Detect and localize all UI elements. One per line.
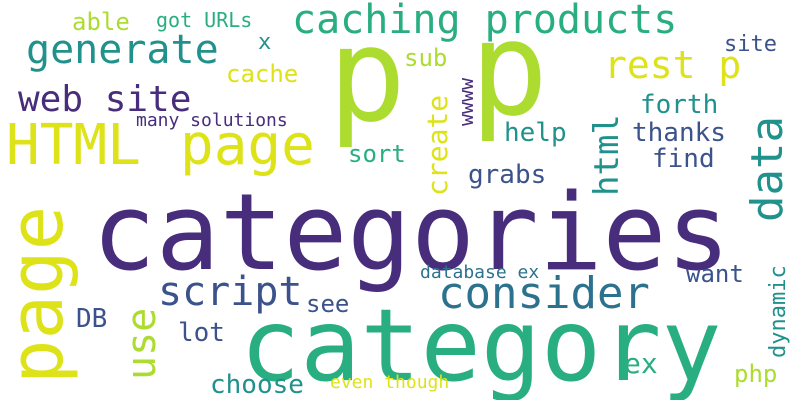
word-cache: cache bbox=[226, 60, 299, 88]
word-find: find bbox=[652, 144, 715, 174]
word-able: able bbox=[72, 8, 130, 36]
word-create-vertical: create bbox=[421, 94, 454, 196]
word-ex: ex bbox=[624, 347, 658, 380]
word-use-vertical: use bbox=[119, 307, 165, 380]
word-want: want bbox=[686, 260, 744, 288]
word-got-urls: got URLs bbox=[156, 8, 253, 32]
word-html-vertical: html bbox=[587, 114, 627, 196]
word-lot: lot bbox=[178, 318, 225, 348]
word-many-solutions: many solutions bbox=[136, 110, 288, 131]
word-help: help bbox=[504, 118, 567, 148]
word-sub: sub bbox=[404, 44, 448, 72]
word-dynamic-vertical: dynamic bbox=[766, 265, 791, 358]
word-page: page bbox=[180, 113, 315, 178]
word-p-large-1: p bbox=[328, 0, 407, 151]
word-category: category bbox=[240, 287, 722, 400]
word-db: DB bbox=[76, 304, 108, 334]
word-site: site bbox=[724, 32, 777, 57]
word-even-though: even though bbox=[330, 372, 450, 393]
word-page-vertical: page bbox=[0, 205, 80, 384]
word-sort: sort bbox=[348, 140, 406, 168]
word-script: script bbox=[158, 269, 303, 315]
word-grabs: grabs bbox=[468, 160, 547, 190]
word-web-site: web site bbox=[18, 79, 192, 120]
word-x: x bbox=[258, 30, 272, 55]
word-caching-products: caching products bbox=[292, 0, 678, 43]
word-choose: choose bbox=[210, 370, 304, 400]
word-php: php bbox=[734, 360, 778, 388]
word-consider: consider bbox=[438, 268, 650, 319]
word-generate: generate bbox=[26, 27, 219, 73]
word-database-ex: database ex bbox=[420, 262, 540, 283]
word-rest-p: rest p bbox=[604, 43, 742, 87]
word-html-upper: HTML bbox=[6, 113, 141, 178]
word-p-large-2: p bbox=[470, 0, 549, 145]
word-categories: categories bbox=[92, 171, 731, 294]
word-data-vertical: data bbox=[742, 116, 793, 222]
word-forth: forth bbox=[640, 90, 719, 120]
word-see: see bbox=[306, 290, 350, 318]
word-wwww-vertical: wwww bbox=[454, 77, 478, 126]
word-thanks: thanks bbox=[632, 118, 726, 148]
